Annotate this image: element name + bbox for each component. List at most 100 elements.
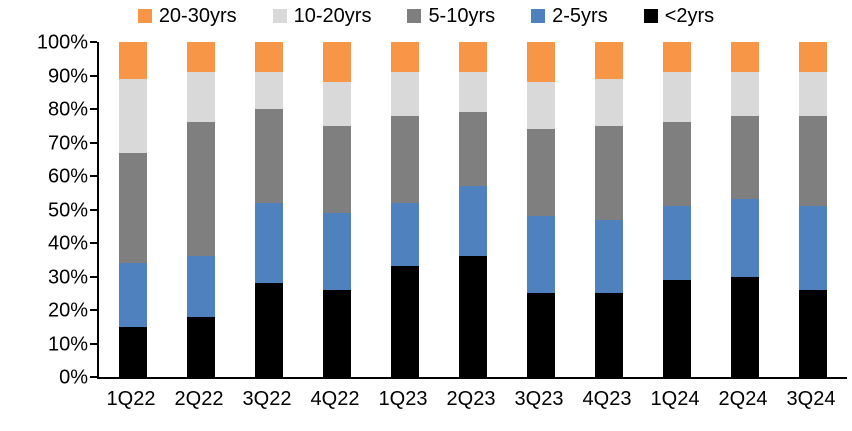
bar-2q23	[459, 42, 487, 377]
bar-4q22	[323, 42, 351, 377]
y-axis-label-10: 10%	[47, 333, 88, 355]
x-axis: 1Q22 2Q22 3Q22 4Q22 1Q23 2Q23 3Q23 4Q23 1Q24 2Q24…	[97, 388, 845, 411]
bar-3q22-segment-lt2yrs	[255, 283, 283, 377]
bar-1q23-segment-10-20yrs	[391, 72, 419, 116]
y-axis-label-30: 30%	[47, 266, 88, 288]
bar-3q22	[255, 42, 283, 377]
legend-swatch-10-20yrs	[272, 9, 287, 23]
legend-item-10-20yrs: 10-20yrs	[272, 5, 372, 27]
y-axis-label-100: 100%	[36, 31, 88, 54]
y-tick-70	[90, 141, 97, 144]
bar-1q23-segment-5-10yrs	[391, 115, 419, 203]
bar-4q23-segment-5-10yrs	[595, 125, 623, 220]
bar-slot-1q23	[371, 42, 439, 377]
bar-1q22-segment-20-30yrs	[119, 42, 147, 79]
bar-3q24-segment-5-10yrs	[799, 115, 827, 207]
legend-label-5-10yrs: 5-10yrs	[428, 5, 496, 27]
y-axis-label-90: 90%	[47, 65, 88, 87]
bar-2q24-segment-2-5yrs	[731, 199, 759, 277]
bar-3q24-segment-lt2yrs	[799, 289, 827, 377]
bar-3q23-segment-10-20yrs	[527, 82, 555, 130]
bar-4q23-segment-lt2yrs	[595, 293, 623, 377]
bar-3q22-segment-5-10yrs	[255, 109, 283, 203]
y-tick-20	[90, 309, 97, 311]
x-axis-label-2q23: 2Q23	[446, 388, 496, 410]
y-tick-80	[90, 108, 97, 110]
x-axis-label-3q23: 3Q23	[514, 388, 564, 410]
x-axis-label-1q23: 1Q23	[378, 388, 428, 410]
bar-2q22-segment-10-20yrs	[187, 72, 215, 123]
plot-area	[97, 42, 847, 379]
legend-swatch-20-30yrs	[137, 9, 152, 23]
bar-4q22-segment-lt2yrs	[323, 289, 351, 377]
y-axis-label-70: 70%	[47, 132, 88, 154]
legend-item-5-10yrs: 5-10yrs	[407, 6, 495, 26]
bar-2q24-segment-lt2yrs	[731, 276, 759, 377]
bar-1q22-segment-10-20yrs	[119, 78, 147, 153]
bar-2q24-segment-20-30yrs	[731, 42, 759, 73]
bar-3q24-segment-20-30yrs	[799, 42, 827, 73]
bar-2q23-segment-5-10yrs	[459, 112, 487, 187]
y-tick-40	[90, 242, 97, 244]
y-axis-label-20: 20%	[47, 299, 88, 322]
x-axis-label-4q23: 4Q23	[582, 388, 632, 410]
y-axis-label-80: 80%	[47, 98, 88, 121]
y-axis-label-60: 60%	[47, 165, 88, 188]
legend-label-10-20yrs: 10-20yrs	[293, 5, 372, 27]
legend-item-20-30yrs: 20-30yrs	[137, 5, 237, 27]
bar-2q24-segment-10-20yrs	[731, 72, 759, 116]
legend-item-lt2yrs: <2yrs	[643, 6, 714, 26]
bar-slot-2q22	[167, 42, 235, 377]
bar-3q24	[799, 42, 827, 377]
x-axis-label-4q22: 4Q22	[310, 388, 360, 410]
y-axis-label-40: 40%	[47, 232, 88, 255]
bar-1q24-segment-5-10yrs	[663, 122, 691, 207]
y-tick-60	[90, 175, 97, 177]
bars-container	[99, 42, 847, 377]
legend-swatch-lt2yrs	[643, 9, 658, 23]
bar-1q24-segment-10-20yrs	[663, 72, 691, 123]
bar-1q23-segment-lt2yrs	[391, 266, 419, 377]
y-axis-label-0: 0%	[59, 366, 88, 389]
y-tick-0	[90, 376, 97, 378]
bar-1q22	[119, 42, 147, 377]
legend: 20-30yrs 10-20yrs 5-10yrs 2-5yrs <2yrs	[0, 6, 852, 26]
bar-1q22-segment-5-10yrs	[119, 152, 147, 264]
bar-4q23-segment-20-30yrs	[595, 42, 623, 79]
y-tick-30	[90, 275, 97, 278]
bar-3q22-segment-20-30yrs	[255, 42, 283, 73]
bar-2q24	[731, 42, 759, 377]
bar-1q22-segment-2-5yrs	[119, 263, 147, 327]
bar-3q24-segment-2-5yrs	[799, 206, 827, 290]
legend-label-20-30yrs: 20-30yrs	[158, 5, 237, 27]
bar-4q23-segment-10-20yrs	[595, 78, 623, 126]
bar-slot-4q22	[303, 42, 371, 377]
legend-swatch-5-10yrs	[407, 9, 422, 23]
bar-1q22-segment-lt2yrs	[119, 326, 147, 377]
bar-slot-2q24	[711, 42, 779, 377]
bar-slot-1q22	[99, 42, 167, 377]
bar-3q23-segment-lt2yrs	[527, 293, 555, 377]
x-axis-label-1q24: 1Q24	[650, 388, 700, 410]
bar-3q22-segment-2-5yrs	[255, 202, 283, 284]
bar-1q24-segment-lt2yrs	[663, 279, 691, 377]
x-axis-label-2q22: 2Q22	[174, 388, 224, 410]
legend-swatch-2-5yrs	[531, 9, 546, 23]
bar-1q24-segment-2-5yrs	[663, 206, 691, 280]
bar-slot-3q23	[507, 42, 575, 377]
bar-2q22-segment-lt2yrs	[187, 316, 215, 377]
bar-2q23-segment-10-20yrs	[459, 72, 487, 113]
bar-2q22-segment-2-5yrs	[187, 256, 215, 317]
bar-2q22-segment-5-10yrs	[187, 122, 215, 257]
y-tick-90	[90, 74, 97, 77]
bar-4q22-segment-20-30yrs	[323, 42, 351, 83]
bar-3q23-segment-2-5yrs	[527, 216, 555, 294]
bar-4q22-segment-2-5yrs	[323, 212, 351, 290]
bar-4q22-segment-10-20yrs	[323, 82, 351, 126]
bar-3q23-segment-5-10yrs	[527, 129, 555, 217]
bar-1q23-segment-20-30yrs	[391, 42, 419, 73]
bar-1q24	[663, 42, 691, 377]
bar-2q24-segment-5-10yrs	[731, 115, 759, 200]
bar-slot-1q24	[643, 42, 711, 377]
